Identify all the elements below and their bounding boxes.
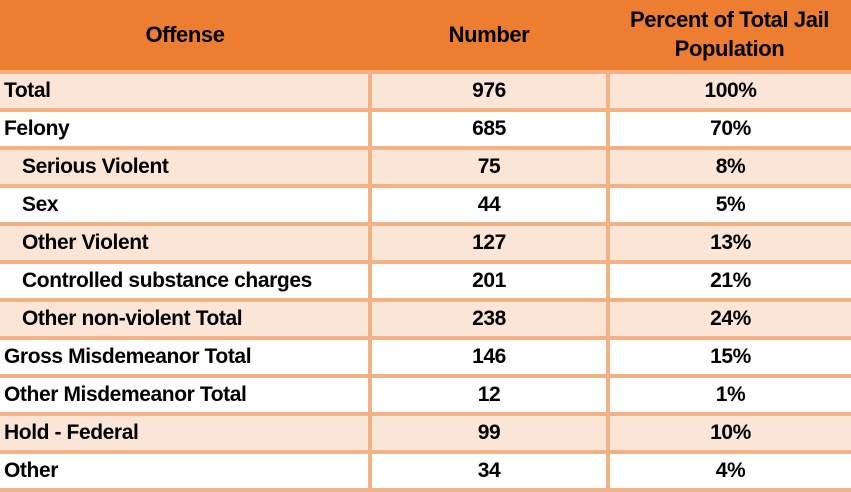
percent-cell: 24% [608, 298, 851, 338]
header-row: Offense Number Percent of Total Jail Pop… [0, 0, 851, 72]
offense-cell: Sex [0, 184, 372, 224]
column-header-percent: Percent of Total Jail Population [608, 0, 851, 72]
number-cell: 44 [370, 184, 610, 224]
percent-cell: 100% [608, 70, 851, 110]
table-header: Offense Number Percent of Total Jail Pop… [0, 0, 851, 72]
percent-cell: 70% [608, 108, 851, 148]
offense-cell: Controlled substance charges [0, 260, 372, 300]
percent-cell: 8% [608, 146, 851, 186]
column-header-number: Number [370, 0, 608, 72]
percent-cell: 15% [608, 336, 851, 376]
offense-cell: Felony [0, 108, 372, 148]
table-row: Controlled substance charges 201 21% [0, 260, 851, 300]
table-row: Total 976 100% [0, 70, 851, 110]
offense-cell: Other Misdemeanor Total [0, 374, 372, 414]
column-header-offense: Offense [0, 0, 370, 72]
table-row: Felony 685 70% [0, 108, 851, 148]
offense-cell: Total [0, 70, 372, 110]
percent-cell: 21% [608, 260, 851, 300]
percent-cell: 1% [608, 374, 851, 414]
table-body: Total 976 100% Felony 685 70% Serious Violent 7… [0, 70, 851, 491]
offense-cell: Other [0, 450, 372, 491]
table-row: Gross Misdemeanor Total 146 15% [0, 336, 851, 376]
offense-cell: Other non-violent Total [0, 298, 372, 338]
offense-cell: Serious Violent [0, 146, 372, 186]
number-cell: 685 [370, 108, 610, 148]
offense-cell: Hold - Federal [0, 412, 372, 452]
number-cell: 34 [370, 450, 610, 491]
number-cell: 127 [370, 222, 610, 262]
table-row: Serious Violent 75 8% [0, 146, 851, 186]
table-row: Other non-violent Total 238 24% [0, 298, 851, 338]
percent-cell: 4% [608, 450, 851, 491]
percent-cell: 5% [608, 184, 851, 224]
table-row: Other Misdemeanor Total 12 1% [0, 374, 851, 414]
table-row: Sex 44 5% [0, 184, 851, 224]
table-row: Other 34 4% [0, 450, 851, 491]
table-row: Other Violent 127 13% [0, 222, 851, 262]
number-cell: 12 [370, 374, 610, 414]
number-cell: 201 [370, 260, 610, 300]
number-cell: 99 [370, 412, 610, 452]
number-cell: 976 [370, 70, 610, 110]
offense-cell: Other Violent [0, 222, 372, 262]
number-cell: 238 [370, 298, 610, 338]
number-cell: 75 [370, 146, 610, 186]
table-row: Hold - Federal 99 10% [0, 412, 851, 452]
number-cell: 146 [370, 336, 610, 376]
offense-cell: Gross Misdemeanor Total [0, 336, 372, 376]
percent-cell: 13% [608, 222, 851, 262]
percent-cell: 10% [608, 412, 851, 452]
